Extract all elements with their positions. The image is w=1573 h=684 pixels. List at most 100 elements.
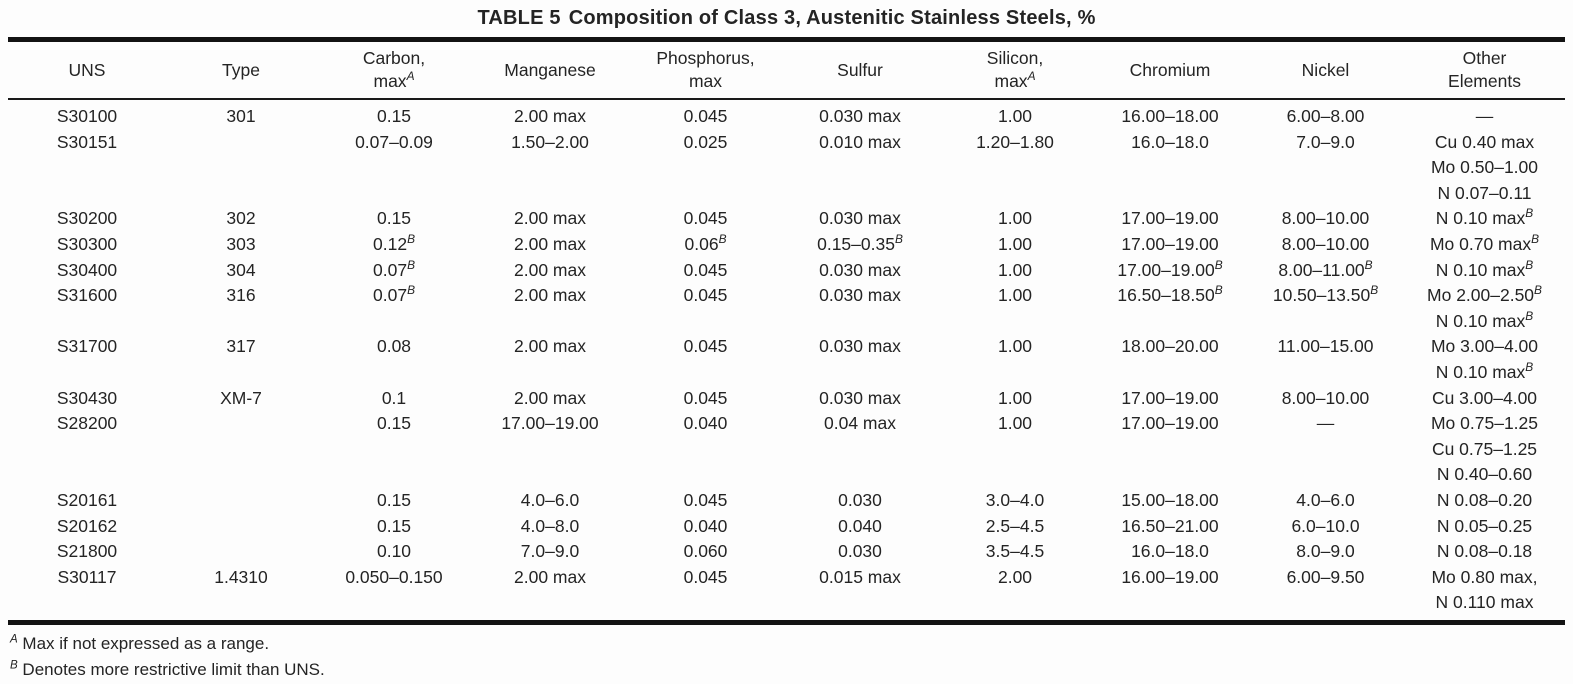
footnotes: A Max if not expressed as a range. B Deno… [10, 631, 1563, 683]
column-header: Phosphorus, max [628, 42, 783, 100]
table-row: S31700 317 0.08 2.00 max 0.045 0.030 max 1.00 1… [8, 334, 1565, 385]
table-cell: 303 [226, 233, 256, 254]
table-cell: 0.030 max [819, 208, 901, 229]
table-cell: 2.00 max [514, 566, 586, 587]
table-row: S31600 316 0.07B 2.00 max 0.045 0.030 max 1.00… [8, 283, 1565, 334]
table-cell: 0.040 [683, 413, 728, 434]
table-cell: 6.00–9.50 [1286, 566, 1365, 587]
table-row: S30430 XM-7 0.1 2.00 max 0.045 0.030 max 1.00 1… [8, 386, 1565, 412]
table-cell [166, 130, 316, 207]
table-cell: 0.07B [373, 283, 415, 306]
table-cell: — [1316, 413, 1335, 434]
table-body: S30100 301 0.15 2.00 max 0.045 0.030 max 1.00 1… [8, 99, 1565, 616]
table-cell: 0.1 [381, 387, 407, 408]
table-cell: S30200 [56, 208, 118, 229]
table-cell: 2.5–4.5 [985, 515, 1045, 536]
table-title: TABLE 5 Composition of Class 3, Austeniti… [0, 0, 1573, 30]
table-cell: Cu 0.40 max Mo 0.50–1.00 N 0.07–0.11 [1430, 131, 1539, 203]
table-cell: 0.045 [683, 387, 728, 408]
table-cell: 7.0–9.0 [520, 541, 580, 562]
table-cell: 0.015 max [819, 566, 901, 587]
table-cell: 0.050–0.150 [345, 566, 443, 587]
table-cell: 302 [226, 208, 256, 229]
column-header: Manganese [472, 42, 628, 100]
table-cell: 11.00–15.00 [1277, 336, 1374, 357]
table-cell: S30100 [56, 106, 118, 126]
table-cell: 2.00 max [514, 336, 586, 357]
table-cell: 0.030 max [819, 259, 901, 280]
table-cell: 16.00–18.00 [1121, 106, 1219, 126]
table-cell: 0.08 [376, 336, 412, 357]
table-cell: S31700 [56, 336, 118, 357]
table-cell: 0.030 max [819, 387, 901, 408]
table-cell: N 0.10 maxB [1435, 206, 1534, 229]
table-cell: S30300 [56, 233, 118, 254]
table-cell: 8.00–11.00B [1278, 257, 1373, 280]
table-cell: 0.030 max [819, 106, 901, 126]
table-row: S30400 304 0.07B 2.00 max 0.045 0.030 max 1.00… [8, 258, 1565, 284]
table-row: S30151 0.07–0.09 1.50–2.00 0.025 0.010 max 1.… [8, 130, 1565, 207]
table-cell: 7.0–9.0 [1296, 131, 1355, 152]
table-cell: S30117 [57, 566, 117, 587]
table-cell: 317 [226, 336, 256, 357]
table-cell: 4.0–6.0 [520, 489, 580, 510]
table-cell: 0.04 max [824, 413, 896, 434]
table-cell: 17.00–19.00 [1121, 208, 1219, 229]
table-cell: 8.00–10.00 [1281, 233, 1370, 254]
table-cell: 8.00–10.00 [1281, 387, 1370, 408]
table-cell: 6.0–10.0 [1291, 515, 1360, 536]
table-cell: 2.00 max [514, 233, 586, 254]
table-cell: 2.00 max [514, 387, 586, 408]
table-cell: 2.00 max [514, 259, 586, 280]
table-cell: 17.00–19.00 [501, 413, 599, 434]
column-header: Other Elements [1404, 42, 1565, 100]
column-header: Silicon, maxA [937, 42, 1093, 100]
table-row: S20161 0.15 4.0–6.0 0.045 0.030 3.0–4.0 15.00–… [8, 488, 1565, 514]
table-cell [166, 488, 316, 514]
table-cell: 17.00–19.00 [1121, 233, 1219, 254]
table-row: S30200 302 0.15 2.00 max 0.045 0.030 max 1.00 1… [8, 206, 1565, 232]
column-header: Sulfur [783, 42, 937, 100]
table-cell: 17.00–19.00B [1117, 257, 1223, 280]
table-cell: 15.00–18.00 [1121, 489, 1219, 510]
table-cell: 3.5–4.5 [985, 541, 1045, 562]
table-cell: 301 [226, 106, 256, 126]
table-cell: 16.0–18.0 [1131, 131, 1209, 152]
table-cell: 0.07B [373, 257, 415, 280]
table-cell: Mo 2.00–2.50B N 0.10 maxB [1427, 283, 1542, 331]
table-cell: 18.00–20.00 [1121, 336, 1219, 357]
table-cell: 0.15 [376, 106, 412, 126]
table-cell: S20162 [56, 515, 118, 536]
table-cell: 1.00 [997, 413, 1033, 434]
table-cell: 2.00 max [514, 208, 586, 229]
table-cell: 0.07–0.09 [355, 131, 433, 152]
table-cell: 1.00 [997, 233, 1033, 254]
table-cell: N 0.10 maxB [1435, 257, 1534, 280]
table-cell [166, 411, 316, 488]
table-cell: 0.15 [376, 413, 412, 434]
column-header: Chromium [1093, 42, 1247, 100]
table-cell: 1.00 [997, 259, 1033, 280]
table-cell: 316 [226, 285, 256, 306]
table-cell: N 0.08–0.18 [1436, 541, 1533, 562]
table-cell: 0.030 max [819, 336, 901, 357]
table-cell: 2.00 max [514, 106, 586, 126]
table-cell: Mo 0.80 max, N 0.110 max [1431, 566, 1538, 613]
column-header: Nickel [1247, 42, 1404, 100]
table-cell: 6.00–8.00 [1286, 106, 1365, 126]
table-cell: 1.00 [997, 285, 1033, 306]
table-cell: 1.00 [997, 387, 1033, 408]
table-cell: 1.4310 [214, 566, 268, 587]
table-cell: 1.50–2.00 [511, 131, 589, 152]
table-cell: S20161 [56, 489, 118, 510]
table-header-row: UNS Type Carbon, maxA Manganese Phosphorus, ma… [8, 42, 1565, 100]
table-cell: 1.00 [997, 336, 1033, 357]
table-cell: 0.045 [683, 489, 728, 510]
table-cell: 2.00 max [514, 285, 586, 306]
table-cell: 0.030 [838, 489, 882, 510]
table-cell: 16.50–18.50B [1117, 283, 1223, 306]
table-cell: S30151 [56, 131, 118, 152]
table-cell: 0.15–0.35B [817, 232, 903, 254]
table-row: S21800 0.10 7.0–9.0 0.060 0.030 3.5–4.5 16.0–1… [8, 539, 1565, 565]
table-cell: 0.12B [373, 232, 415, 254]
